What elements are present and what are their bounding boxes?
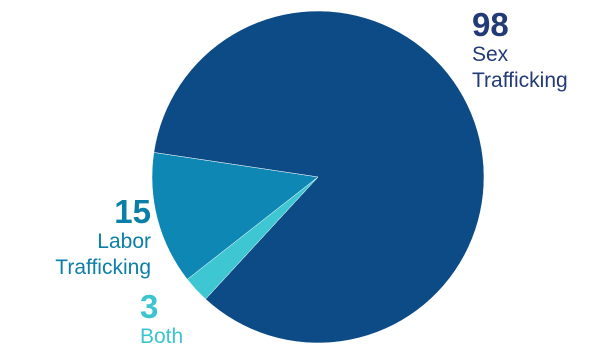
- label-sex-trafficking-line-1: Sex: [472, 43, 509, 66]
- slice-label-sex-trafficking: 98 Sex Trafficking: [472, 8, 568, 93]
- label-both-line-1: Both: [140, 325, 184, 348]
- value-both: 3: [140, 288, 159, 325]
- value-sex-trafficking: 98: [472, 6, 509, 43]
- label-labor-trafficking-line-1: Labor: [97, 230, 151, 253]
- pie-slice-labor-trafficking: [151, 152, 319, 280]
- label-labor-trafficking-line-2: Trafficking: [55, 256, 151, 279]
- slice-label-both: 3 Both: [140, 290, 183, 349]
- label-sex-trafficking-line-2: Trafficking: [472, 69, 568, 92]
- value-labor-trafficking: 15: [114, 193, 151, 230]
- pie-slice-sex-trafficking: [153, 10, 485, 344]
- slice-label-labor-trafficking: 15 Labor Trafficking: [55, 195, 151, 280]
